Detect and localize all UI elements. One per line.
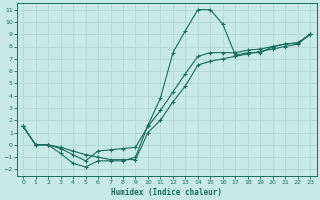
X-axis label: Humidex (Indice chaleur): Humidex (Indice chaleur) [111, 188, 222, 197]
